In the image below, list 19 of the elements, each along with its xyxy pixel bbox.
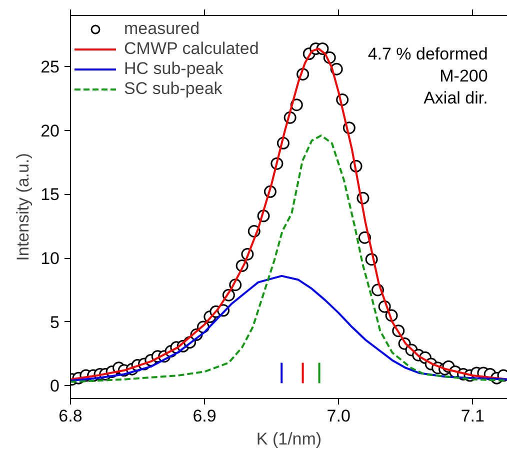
y-tick-label: 25 <box>40 58 60 77</box>
legend-label: measured <box>124 19 200 39</box>
x-tick-label: 7.1 <box>460 406 484 426</box>
annotation: M-200 <box>440 66 488 86</box>
y-tick-label: 5 <box>50 312 60 332</box>
x-axis-title: K (1/nm) <box>256 430 322 448</box>
x-tick-label: 6.8 <box>58 406 82 426</box>
annotation: 4.7 % deformed <box>368 44 488 64</box>
legend-label: CMWP calculated <box>124 39 259 59</box>
y-axis-title: Intensity (a.u.) <box>14 153 33 261</box>
y-tick-label: 10 <box>40 249 60 268</box>
legend-label: HC sub-peak <box>124 59 224 79</box>
x-tick-label: 6.9 <box>192 406 216 426</box>
y-tick-label: 20 <box>40 121 60 140</box>
x-tick-label: 7.0 <box>326 406 350 426</box>
y-tick-label: 15 <box>40 185 60 204</box>
legend-label: SC sub-peak <box>124 79 222 99</box>
annotation: Axial dir. <box>424 88 488 108</box>
y-tick-label: 0 <box>50 376 60 396</box>
